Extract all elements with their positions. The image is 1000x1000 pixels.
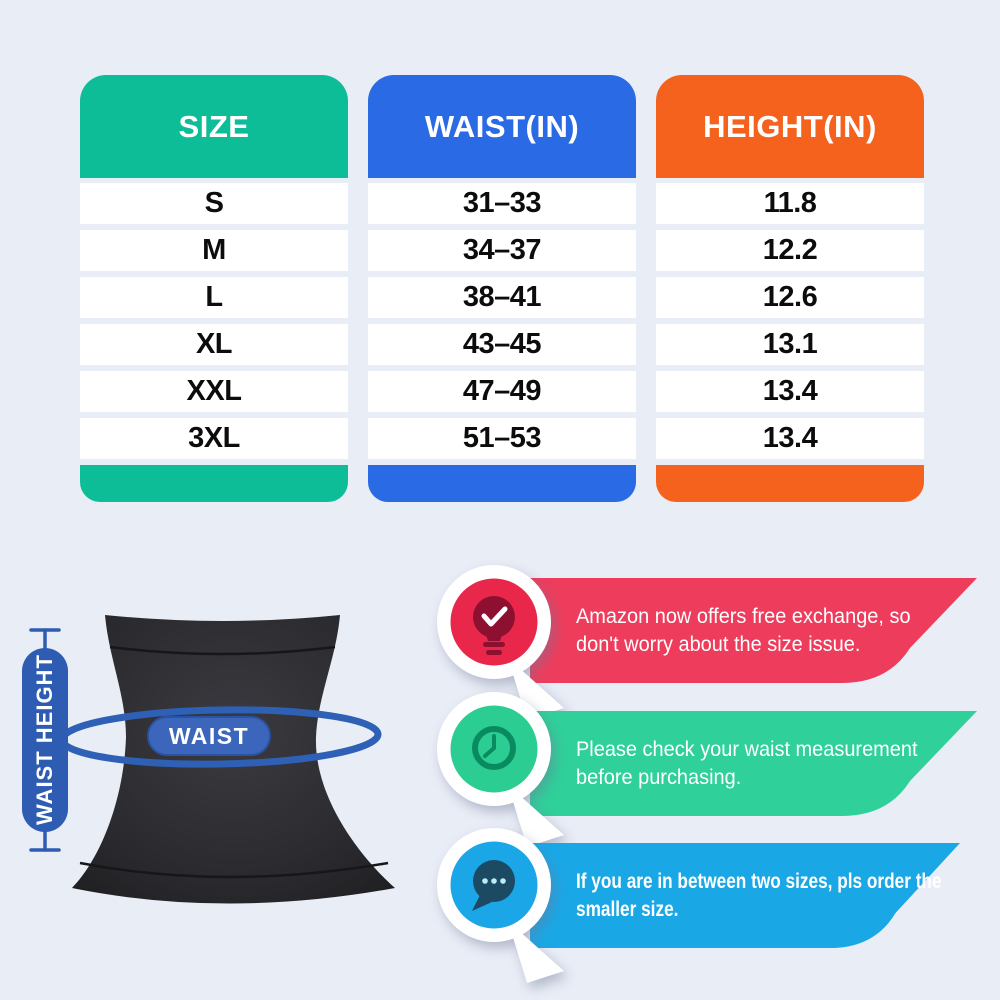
callout-exchange-banner: Amazon now offers free exchange, so don'… xyxy=(530,578,977,683)
waist-label-pill: WAIST xyxy=(147,716,271,756)
callout-measure-banner: Please check your waist measurement befo… xyxy=(530,711,977,816)
waist-height-label-pill: WAIST HEIGHT xyxy=(22,648,68,832)
height-cell: 12.6 xyxy=(656,277,924,318)
callout-between-sizes-banner: If you are in between two sizes, pls ord… xyxy=(530,843,960,948)
waist-cell: 43–45 xyxy=(368,324,636,365)
banner-ribbon-shape xyxy=(530,843,960,948)
size-header-label: SIZE xyxy=(178,108,250,144)
height-cell: 13.4 xyxy=(656,418,924,459)
size-table: SIZE S M L XL XXL 3XL WAIST(IN) 31–33 34… xyxy=(80,75,924,502)
height-cell: 11.8 xyxy=(656,183,924,224)
garment-top-seam xyxy=(109,645,336,656)
size-cell: M xyxy=(80,230,348,271)
waist-trainer-shape xyxy=(72,615,395,904)
size-column: SIZE S M L XL XXL 3XL xyxy=(80,75,348,502)
waist-column-footer xyxy=(368,465,636,502)
waist-cell: 47–49 xyxy=(368,371,636,412)
waist-trainer-illustration xyxy=(29,615,395,904)
lightbulb-check-icon xyxy=(437,565,564,720)
garment-bottom-seam xyxy=(79,861,389,879)
waist-column: WAIST(IN) 31–33 34–37 38–41 43–45 47–49 … xyxy=(368,75,636,502)
height-cell: 13.4 xyxy=(656,371,924,412)
chat-dots-icon xyxy=(437,828,564,983)
waist-cell: 38–41 xyxy=(368,277,636,318)
size-column-footer xyxy=(80,465,348,502)
callout-measure-text: Please check your waist measurement befo… xyxy=(576,737,918,789)
size-column-header: SIZE xyxy=(80,75,348,178)
callout-exchange-text: Amazon now offers free exchange, so don'… xyxy=(576,604,911,656)
waist-height-label: WAIST HEIGHT xyxy=(32,654,57,826)
waist-cell: 34–37 xyxy=(368,230,636,271)
callout-between-sizes-text: If you are in between two sizes, pls ord… xyxy=(576,869,942,921)
size-cell: XL xyxy=(80,324,348,365)
banner-ribbon-shape xyxy=(530,578,977,683)
waist-cell: 51–53 xyxy=(368,418,636,459)
waist-label: WAIST xyxy=(168,722,250,749)
size-cell: S xyxy=(80,183,348,224)
height-column: HEIGHT(IN) 11.8 12.2 12.6 13.1 13.4 13.4 xyxy=(656,75,924,502)
height-column-footer xyxy=(656,465,924,502)
size-cell: 3XL xyxy=(80,418,348,459)
size-cell: XXL xyxy=(80,371,348,412)
height-header-label: HEIGHT(IN) xyxy=(703,108,877,144)
waist-cell: 31–33 xyxy=(368,183,636,224)
banner-ribbon-shape xyxy=(530,711,977,816)
size-cell: L xyxy=(80,277,348,318)
waist-column-header: WAIST(IN) xyxy=(368,75,636,178)
height-cell: 13.1 xyxy=(656,324,924,365)
height-column-header: HEIGHT(IN) xyxy=(656,75,924,178)
height-cell: 12.2 xyxy=(656,230,924,271)
waist-header-label: WAIST(IN) xyxy=(424,108,580,144)
clock-icon xyxy=(437,692,564,847)
